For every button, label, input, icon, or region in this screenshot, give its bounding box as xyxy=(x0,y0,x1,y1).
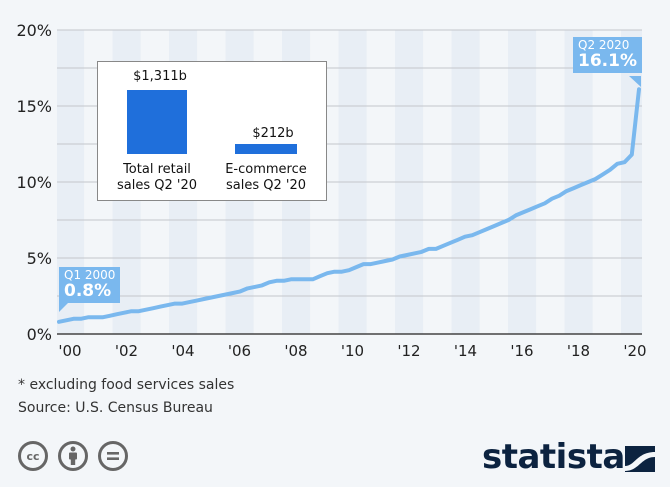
series-points xyxy=(58,89,640,322)
x-tick-label: '12 xyxy=(397,342,420,360)
y-tick-label: 5% xyxy=(27,249,52,268)
callout-start-pointer xyxy=(59,302,69,312)
x-tick-label: '10 xyxy=(341,342,364,360)
y-tick-label: 0% xyxy=(27,325,52,344)
x-tick-label: '20 xyxy=(623,342,646,360)
source-text: Source: U.S. Census Bureau xyxy=(18,400,213,416)
inset-label-total: Total retail sales Q2 '20 xyxy=(107,162,207,194)
inset-bar-chart: $1,311b $212b Total retail sales Q2 '20 … xyxy=(97,61,327,201)
inset-bar-ecommerce xyxy=(235,143,297,154)
x-tick-label: '08 xyxy=(284,342,307,360)
x-tick-label: '16 xyxy=(510,342,533,360)
x-tick-label: '02 xyxy=(115,342,138,360)
x-tick-label: '14 xyxy=(454,342,477,360)
inset-label-total-line2: sales Q2 '20 xyxy=(116,178,197,193)
footnote: * excluding food services sales xyxy=(18,377,235,393)
x-axis-ticks: '00 '02 '04 '06 '08 '10 '12 '14 '16 '18 '20 xyxy=(58,342,646,360)
y-tick-label: 15% xyxy=(16,97,52,116)
callout-end-value: 16.1% xyxy=(578,51,637,71)
inset-label-total-line1: Total retail xyxy=(123,162,191,177)
y-tick-label: 10% xyxy=(16,173,52,192)
x-tick-label: '18 xyxy=(567,342,590,360)
y-tick-label: 20% xyxy=(16,21,52,40)
inset-bar-total xyxy=(127,90,187,154)
no-derivatives-icon[interactable] xyxy=(98,441,128,471)
callout-end: Q2 2020 16.1% xyxy=(573,37,642,73)
inset-label-ecommerce-line1: E-commerce xyxy=(225,162,307,177)
callout-start-label: Q1 2000 xyxy=(64,268,116,282)
inset-label-ecommerce-line2: sales Q2 '20 xyxy=(225,178,306,193)
x-tick-label: '00 xyxy=(58,342,81,360)
inset-label-ecommerce: E-commerce sales Q2 '20 xyxy=(216,162,316,194)
callout-end-pointer xyxy=(629,76,641,87)
brand-name: statista xyxy=(482,437,625,477)
inset-value-total: $1,311b xyxy=(133,69,187,84)
x-tick-label: '04 xyxy=(171,342,194,360)
x-tick-label: '06 xyxy=(228,342,251,360)
inset-value-ecommerce: $212b xyxy=(252,126,294,141)
statista-logo[interactable]: statista xyxy=(482,437,625,477)
statista-logo-icon xyxy=(625,446,655,472)
callout-start: Q1 2000 0.8% xyxy=(59,267,121,303)
attribution-icon[interactable] xyxy=(58,441,88,471)
callout-end-label: Q2 2020 xyxy=(578,38,630,52)
cc-license-icon[interactable]: cc xyxy=(18,441,48,471)
callout-start-value: 0.8% xyxy=(64,281,112,301)
y-axis-ticks: 0% 5% 10% 15% 20% xyxy=(16,21,52,344)
